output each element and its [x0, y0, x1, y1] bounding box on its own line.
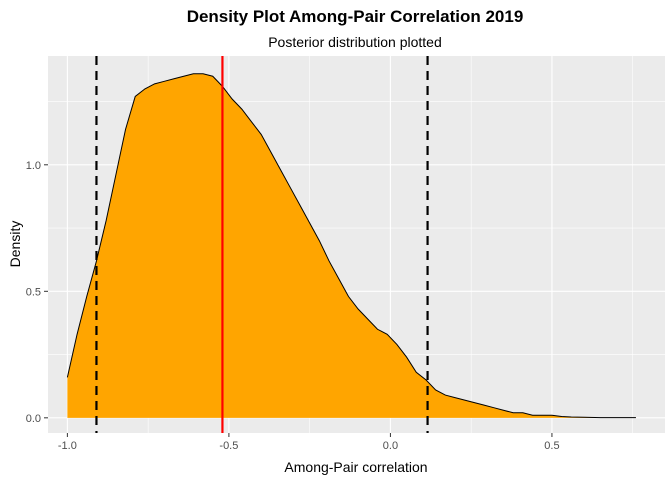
x-axis-label: Among-Pair correlation [284, 459, 427, 475]
y-tick-label: 0.5 [26, 286, 41, 298]
x-axis-ticks: -1.0 -0.5 0.0 0.5 [58, 433, 560, 452]
x-tick-label: -1.0 [58, 440, 77, 452]
density-outline [66, 73, 636, 419]
y-tick-label: 0.0 [26, 413, 41, 425]
density-layer [66, 73, 636, 419]
reference-lines [95, 56, 429, 433]
x-tick-label: 0.0 [383, 440, 398, 452]
y-axis-ticks: 0.0 0.5 1.0 [26, 160, 48, 425]
x-tick-label: 0.5 [544, 440, 559, 452]
y-tick-label: 1.0 [26, 160, 41, 172]
x-tick-label: -0.5 [219, 440, 238, 452]
chart-subtitle: Posterior distribution plotted [268, 34, 442, 50]
density-area [67, 73, 636, 418]
y-axis-label: Density [7, 221, 23, 268]
chart-title: Density Plot Among-Pair Correlation 2019 [187, 7, 524, 26]
